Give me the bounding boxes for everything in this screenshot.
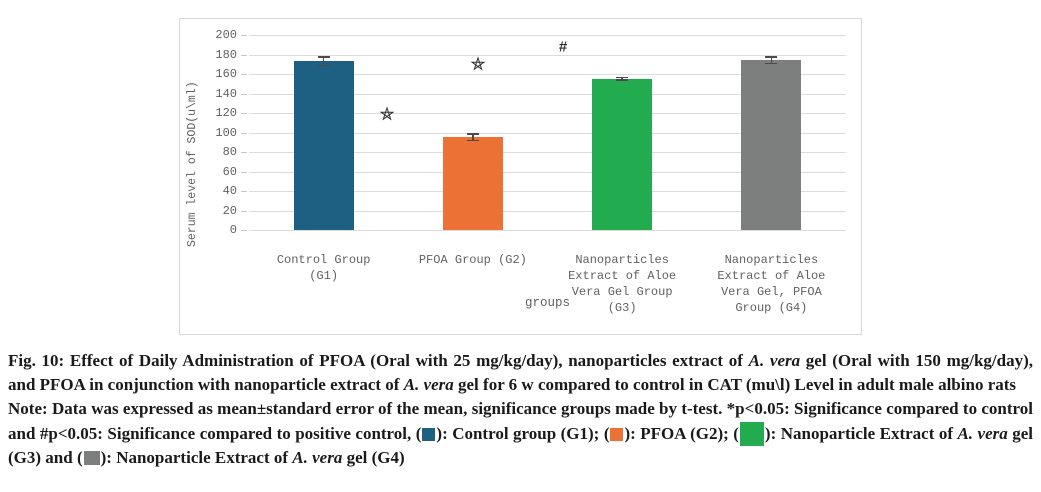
significance-hash-icon: # — [558, 38, 568, 56]
gridline — [249, 210, 846, 212]
text-run: ): Nanoparticle Extract of — [100, 447, 293, 467]
significance-star-icon — [379, 106, 395, 124]
text-run: ): Nanoparticle Extract of — [764, 423, 958, 443]
error-bar-stem — [322, 56, 325, 67]
y-tick-label: 160 — [215, 67, 237, 81]
error-bar — [764, 56, 778, 65]
y-tick-label: 0 — [229, 223, 237, 237]
error-bar-cap — [616, 76, 629, 79]
gridline — [249, 171, 846, 173]
gridline — [249, 152, 846, 153]
x-axis-title: groups — [524, 296, 570, 310]
gridline — [249, 54, 846, 56]
text-run: A. vera — [748, 351, 801, 370]
text-run: ): Control group (G1); ( — [436, 423, 610, 443]
y-tick-mark — [241, 93, 247, 95]
y-tick-label: 200 — [215, 28, 237, 42]
y-tick-label: 120 — [215, 106, 237, 120]
gridline — [249, 35, 846, 36]
y-tick-label: 60 — [222, 164, 237, 179]
gridline — [249, 113, 846, 114]
bar-3 — [592, 78, 653, 230]
legend-swatch — [610, 427, 624, 441]
y-tick-mark — [241, 171, 247, 173]
y-tick-mark — [241, 191, 247, 192]
y-tick-mark — [241, 35, 247, 36]
text-run: A. vera — [292, 447, 343, 467]
error-bar-cap — [466, 139, 479, 142]
legend-swatch — [739, 421, 764, 446]
error-bar-stem — [472, 133, 474, 142]
y-tick-label: 100 — [215, 125, 237, 140]
error-bar-cap — [765, 62, 778, 65]
error-bar-cap — [466, 133, 479, 135]
y-tick-mark — [241, 132, 247, 134]
y-tick-label: 40 — [222, 184, 237, 198]
error-bar — [466, 133, 480, 142]
error-bar-cap — [317, 56, 330, 58]
error-bar — [317, 56, 331, 67]
text-run: A. vera — [957, 423, 1008, 443]
x-tick-label: Control Group (G1) — [276, 253, 371, 283]
x-tick-label: Nanoparticles Extract of Aloe Vera Gel Gro… — [568, 253, 677, 315]
gridline — [249, 191, 846, 192]
error-bar-cap — [765, 56, 778, 58]
y-tick-label: 140 — [215, 86, 237, 101]
x-tick-label: Nanoparticles Extract of Aloe Vera Gel, PF… — [717, 253, 826, 315]
y-tick-mark — [241, 54, 247, 56]
error-bar-stem — [770, 56, 773, 65]
text-run: gel (Oral with 150 mg/kg/day), and PFOA … — [8, 351, 1033, 395]
y-tick-label: 180 — [215, 47, 237, 62]
significance-star-icon — [470, 56, 486, 74]
gridline — [249, 230, 846, 231]
figure-caption: Fig. 10: Effect of Daily Administration … — [8, 349, 1033, 397]
y-tick-label: 80 — [222, 145, 237, 159]
text-run: gel (G3) and ( — [8, 423, 1033, 467]
legend-swatch — [83, 450, 100, 465]
gridline — [249, 132, 846, 134]
error-bar-cap — [616, 79, 629, 81]
legend-swatch — [422, 427, 436, 441]
caption-block: Fig. 10: Effect of Daily Administration … — [8, 349, 1033, 470]
text-run: ): PFOA (G2); ( — [624, 423, 739, 443]
x-tick-label: PFOA Group (G2) — [418, 253, 527, 267]
gridline — [249, 74, 846, 75]
text-run: A. vera — [403, 375, 454, 395]
y-tick-mark — [241, 210, 247, 212]
gridline — [249, 93, 846, 95]
text-run: gel (G4) — [342, 447, 405, 467]
plot-area: 0 20 40 60 80 100 120 140 160 180 200 Control Group… — [215, 28, 846, 315]
error-bar-stem — [621, 76, 623, 81]
y-tick-mark — [241, 230, 247, 231]
bar-4 — [741, 60, 802, 230]
error-bar-cap — [317, 64, 330, 67]
figure-note: Note: Data was expressed as mean±standar… — [8, 397, 1033, 470]
y-tick-label: 20 — [222, 203, 237, 218]
y-axis-title: Serum level of SOD(u\ml) — [186, 81, 199, 247]
bar-2 — [442, 137, 503, 230]
y-tick-mark — [241, 152, 247, 153]
y-tick-mark — [241, 113, 247, 114]
y-tick-mark — [241, 74, 247, 75]
text-run: Fig. 10: Effect of Daily Administration … — [8, 351, 749, 370]
text-run: gel for 6 w compared to control in CAT (… — [453, 375, 1017, 395]
chart-frame: Serum level of SOD(u\ml) 0 20 40 60 80 100 120… — [179, 18, 862, 335]
error-bar — [615, 76, 629, 81]
text-run: Note: Data was expressed as mean±standar… — [8, 399, 1033, 443]
bar-1 — [293, 61, 354, 230]
